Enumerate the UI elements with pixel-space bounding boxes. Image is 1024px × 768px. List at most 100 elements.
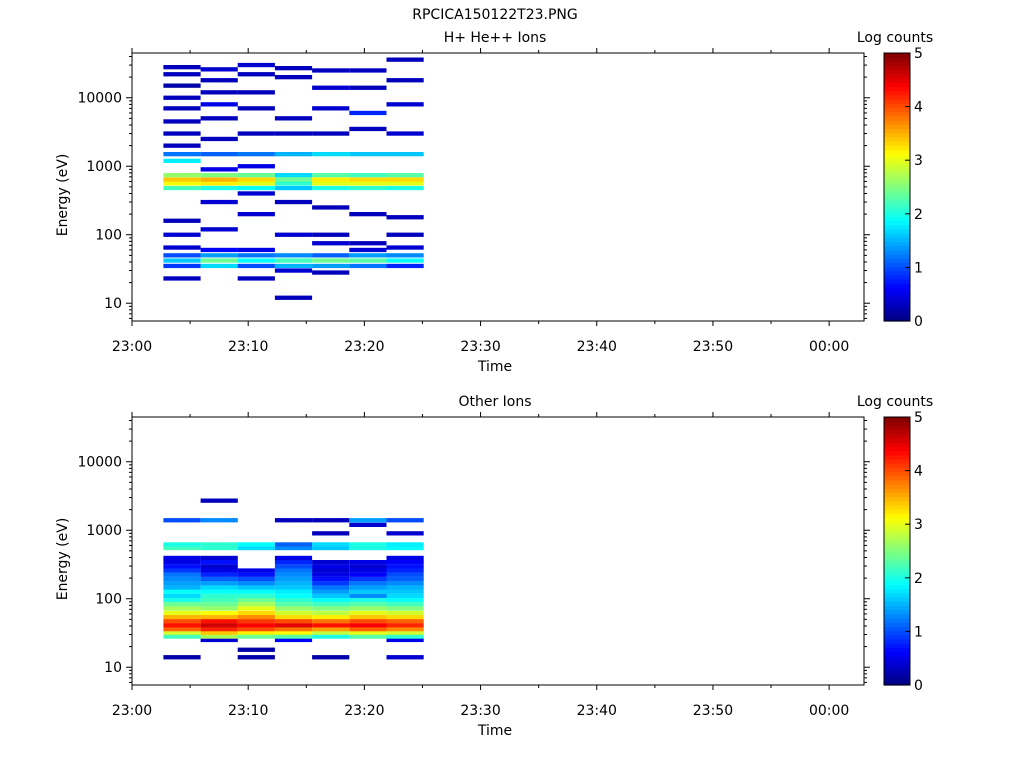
heatmap-cell bbox=[386, 610, 424, 616]
heatmap-cell bbox=[163, 106, 201, 111]
plot-frame bbox=[131, 416, 865, 686]
heatmap-cell bbox=[237, 568, 275, 573]
heatmap-cell bbox=[274, 258, 313, 263]
colorbar-swatch bbox=[884, 233, 910, 238]
heatmap-cell bbox=[163, 253, 201, 258]
x-axis-label: Time bbox=[477, 359, 512, 375]
x-tick-label: 23:00 bbox=[112, 339, 152, 355]
heatmap-cell bbox=[386, 173, 424, 178]
panel-title: Other Ions bbox=[458, 394, 531, 410]
colorbar-swatch bbox=[884, 626, 910, 632]
heatmap-cell bbox=[349, 627, 387, 632]
heatmap-cell bbox=[386, 593, 424, 598]
heatmap-cell bbox=[163, 545, 201, 551]
heatmap-cell bbox=[386, 263, 424, 269]
heatmap-cell bbox=[349, 589, 387, 594]
colorbar-swatch bbox=[884, 120, 910, 125]
heatmap-cell bbox=[386, 589, 424, 594]
heatmap-cell bbox=[274, 518, 313, 523]
heatmap-cell bbox=[274, 610, 313, 616]
colorbar-swatch bbox=[884, 199, 910, 205]
colorbar-swatch bbox=[884, 295, 910, 301]
colorbar-swatch bbox=[884, 496, 910, 502]
colorbar-swatch bbox=[884, 128, 910, 134]
colorbar-swatch bbox=[884, 504, 910, 510]
heatmap-cell bbox=[312, 602, 350, 607]
colorbar-swatch bbox=[884, 90, 910, 96]
y-tick-label: 10000 bbox=[77, 91, 122, 107]
x-axis-label: Time bbox=[477, 723, 512, 739]
heatmap-cell bbox=[200, 634, 238, 639]
heatmap-cell bbox=[200, 67, 238, 72]
y-tick-label: 10000 bbox=[77, 455, 122, 471]
heatmap-cell bbox=[386, 555, 424, 561]
colorbar-swatch bbox=[884, 157, 910, 163]
colorbar-swatch bbox=[884, 57, 910, 62]
heatmap-cell bbox=[163, 597, 201, 603]
colorbar-swatch bbox=[884, 182, 910, 188]
heatmap-cell bbox=[237, 90, 275, 95]
heatmap-cell bbox=[386, 531, 424, 536]
colorbar-swatch bbox=[884, 634, 910, 640]
colorbar-label: Log counts bbox=[857, 394, 933, 410]
colorbar-swatch bbox=[884, 484, 910, 489]
heatmap-cell bbox=[237, 253, 275, 258]
heatmap-cell bbox=[237, 542, 275, 547]
heatmap-cell bbox=[163, 634, 201, 639]
heatmap-cell bbox=[163, 568, 201, 573]
heatmap-cell bbox=[312, 181, 350, 186]
colorbar-swatch bbox=[884, 425, 910, 431]
heatmap-cell bbox=[274, 131, 313, 136]
heatmap-cell bbox=[349, 593, 387, 598]
heatmap-cell bbox=[163, 158, 201, 163]
heatmap-cell bbox=[163, 218, 201, 223]
heatmap-cell bbox=[349, 518, 387, 523]
heatmap-cell bbox=[312, 173, 350, 178]
heatmap-cell bbox=[237, 181, 275, 186]
colorbar-swatch bbox=[884, 450, 910, 456]
colorbar-swatch bbox=[884, 668, 910, 674]
heatmap-cell bbox=[349, 247, 387, 253]
heatmap-cell bbox=[312, 623, 350, 628]
colorbar-swatch bbox=[884, 153, 910, 159]
heatmap-cell bbox=[237, 619, 275, 624]
colorbar-swatch bbox=[884, 517, 910, 523]
heatmap-cell bbox=[163, 143, 201, 148]
heatmap-cell bbox=[200, 177, 238, 182]
heatmap-cell bbox=[386, 518, 424, 523]
heatmap-cell bbox=[200, 247, 238, 253]
colorbar-swatch bbox=[884, 538, 910, 544]
heatmap-cell bbox=[237, 258, 275, 263]
heatmap-cell bbox=[274, 627, 313, 632]
heatmap-cell bbox=[274, 263, 313, 269]
heatmap-cell bbox=[200, 167, 238, 172]
heatmap-cell bbox=[386, 655, 424, 660]
heatmap-cell bbox=[163, 606, 201, 611]
heatmap-cell bbox=[237, 191, 275, 196]
heatmap-cell bbox=[274, 572, 313, 577]
heatmap-cell bbox=[274, 614, 313, 620]
heatmap-cell bbox=[163, 593, 201, 598]
colorbar-tick-label: 5 bbox=[914, 46, 923, 62]
heatmap-cell bbox=[200, 589, 238, 594]
colorbar-swatch bbox=[884, 82, 910, 88]
colorbar-swatch bbox=[884, 643, 910, 648]
colorbar-swatch bbox=[884, 580, 910, 586]
colorbar-swatch bbox=[884, 224, 910, 230]
heatmap-cell bbox=[386, 253, 424, 258]
heatmap-cell bbox=[312, 619, 350, 624]
heatmap-cell bbox=[200, 263, 238, 269]
heatmap-cell bbox=[312, 263, 350, 269]
heatmap-cell bbox=[163, 572, 201, 577]
heatmap-cell bbox=[163, 185, 201, 191]
heatmap-cell bbox=[349, 177, 387, 182]
heatmap-cell bbox=[237, 164, 275, 169]
colorbar-tick-label: 4 bbox=[914, 100, 923, 116]
heatmap-cell bbox=[386, 131, 424, 136]
colorbar-swatch bbox=[884, 567, 910, 573]
heatmap-cell bbox=[237, 597, 275, 603]
heatmap-cell bbox=[237, 131, 275, 136]
colorbar-swatch bbox=[884, 312, 910, 318]
heatmap-cell bbox=[274, 602, 313, 607]
x-tick-label: 23:10 bbox=[228, 339, 268, 355]
